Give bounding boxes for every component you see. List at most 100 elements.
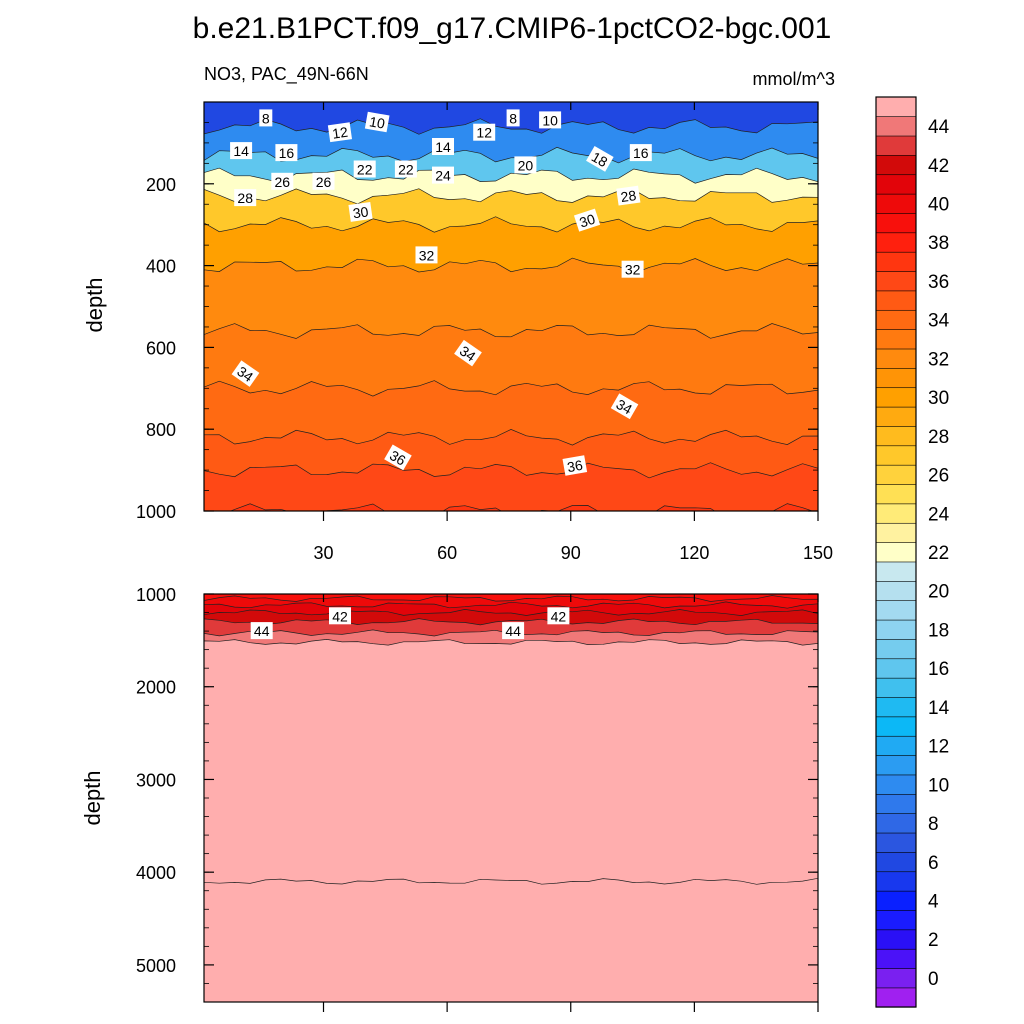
contour-label: 16 [275,144,298,162]
colorbar-label: 2 [928,930,939,951]
contour-label-text: 8 [262,110,270,126]
y-tick-label: 2000 [136,678,176,698]
colorbar-swatch [875,483,917,505]
contour-label: 44 [502,622,525,640]
contour-label: 36 [384,444,412,471]
contour-label-text: 14 [233,143,249,159]
colorbar-frame [875,96,917,1008]
colorbar-label: 4 [928,892,939,913]
y-tick-label: 200 [146,175,176,195]
y-tick-label: 3000 [136,770,176,790]
contour-label: 42 [329,607,351,625]
colorbar-swatch [875,522,917,543]
colorbar-swatch [875,813,917,834]
colorbar-label: 10 [928,775,949,796]
contour-label-text: 26 [316,174,332,190]
colorbar-swatch [875,445,917,466]
colorbar-swatch [875,716,917,737]
contour-label-text: 16 [633,145,649,161]
contour-label-text: 44 [254,623,270,639]
contour-label-text: 30 [577,211,597,231]
contour-label-text: 16 [279,145,295,161]
colorbar-swatch [875,367,917,389]
contour-label: 24 [432,166,454,184]
contour-label: 36 [562,455,588,476]
colorbar-swatch [875,251,917,272]
contour-label: 8 [506,109,520,127]
contour-label-text: 42 [551,608,567,624]
colorbar-swatch [875,464,917,485]
contour-label-text: 36 [566,457,584,475]
colorbar-swatch [875,174,917,195]
colorbar-swatch [875,774,917,795]
contour-label-text: 10 [368,113,386,131]
contour-label: 26 [271,172,294,190]
y-tick-label: 1000 [136,502,176,522]
contour-label-text: 14 [435,139,451,155]
colorbar-label: 12 [928,737,949,758]
colorbar-label: 28 [928,427,949,448]
contour-label-text: 44 [505,623,521,639]
colorbar-swatch [875,754,917,776]
contour-label: 20 [514,156,537,174]
y-tick-label: 1000 [136,585,176,605]
colorbar-swatch [875,871,917,892]
contour-label-text: 18 [589,148,611,170]
colorbar-swatch [875,580,917,601]
colorbar-swatch [875,929,917,950]
colorbar-label: 40 [928,195,949,216]
colorbar-swatch [875,600,917,621]
colorbar-label: 34 [928,311,950,332]
colorbar-swatch [875,329,917,350]
contour-label-text: 22 [398,162,414,178]
colorbar-swatch [875,658,917,679]
colorbar-swatch [875,406,917,427]
colorbar-label: 16 [928,659,949,680]
colorbar-swatch [875,348,917,369]
x-tick-label: 90 [561,543,581,563]
contour-label: 32 [621,260,644,278]
contour-label-text: 42 [332,608,348,624]
colorbar-label: 22 [928,543,949,564]
contour-band [204,503,818,511]
colorbar-swatch [875,890,917,911]
lower-depth-panel: 1000 2000 3000 4000 5000 42 42 44 44 [136,585,819,1012]
contour-label: 32 [415,246,438,264]
colorbar-swatch [875,735,917,756]
contour-label: 30 [348,201,373,222]
colorbar-swatch [875,948,917,969]
colorbar-swatch [875,503,917,524]
contour-label: 10 [364,111,390,133]
contour-label: 34 [610,393,639,420]
contour-label: 22 [394,160,417,178]
x-tick-label: 60 [437,543,457,563]
colorbar-label: 6 [928,853,939,874]
colorbar-swatch [875,677,917,698]
units-label: mmol/m^3 [753,69,835,89]
lower-y-axis-label: depth [80,770,105,825]
y-tick-label: 400 [146,257,176,277]
contour-label-text: 28 [620,187,638,205]
contour-label: 22 [353,160,376,178]
colorbar: 0246810121416182022242628303234363840424… [875,96,950,1008]
contour-label: 12 [327,122,353,143]
contour-label-text: 32 [419,247,435,263]
colorbar-swatch [875,96,917,117]
upper-y-axis-label: depth [82,277,107,332]
contour-label-text: 30 [352,203,370,221]
colorbar-swatch [875,154,917,176]
colorbar-label: 0 [928,969,939,990]
colorbar-swatch [875,561,917,582]
colorbar-swatch [875,193,917,214]
colorbar-swatch [875,638,917,660]
y-tick-label: 5000 [136,956,176,976]
variable-label: NO3, PAC_49N-66N [204,64,369,85]
contour-label: 8 [259,109,273,127]
colorbar-swatch [875,696,917,718]
contour-band [204,877,818,1002]
colorbar-swatch [875,116,917,137]
contour-label: 28 [616,185,641,206]
contour-label: 42 [547,607,570,625]
colorbar-swatch [875,270,917,292]
